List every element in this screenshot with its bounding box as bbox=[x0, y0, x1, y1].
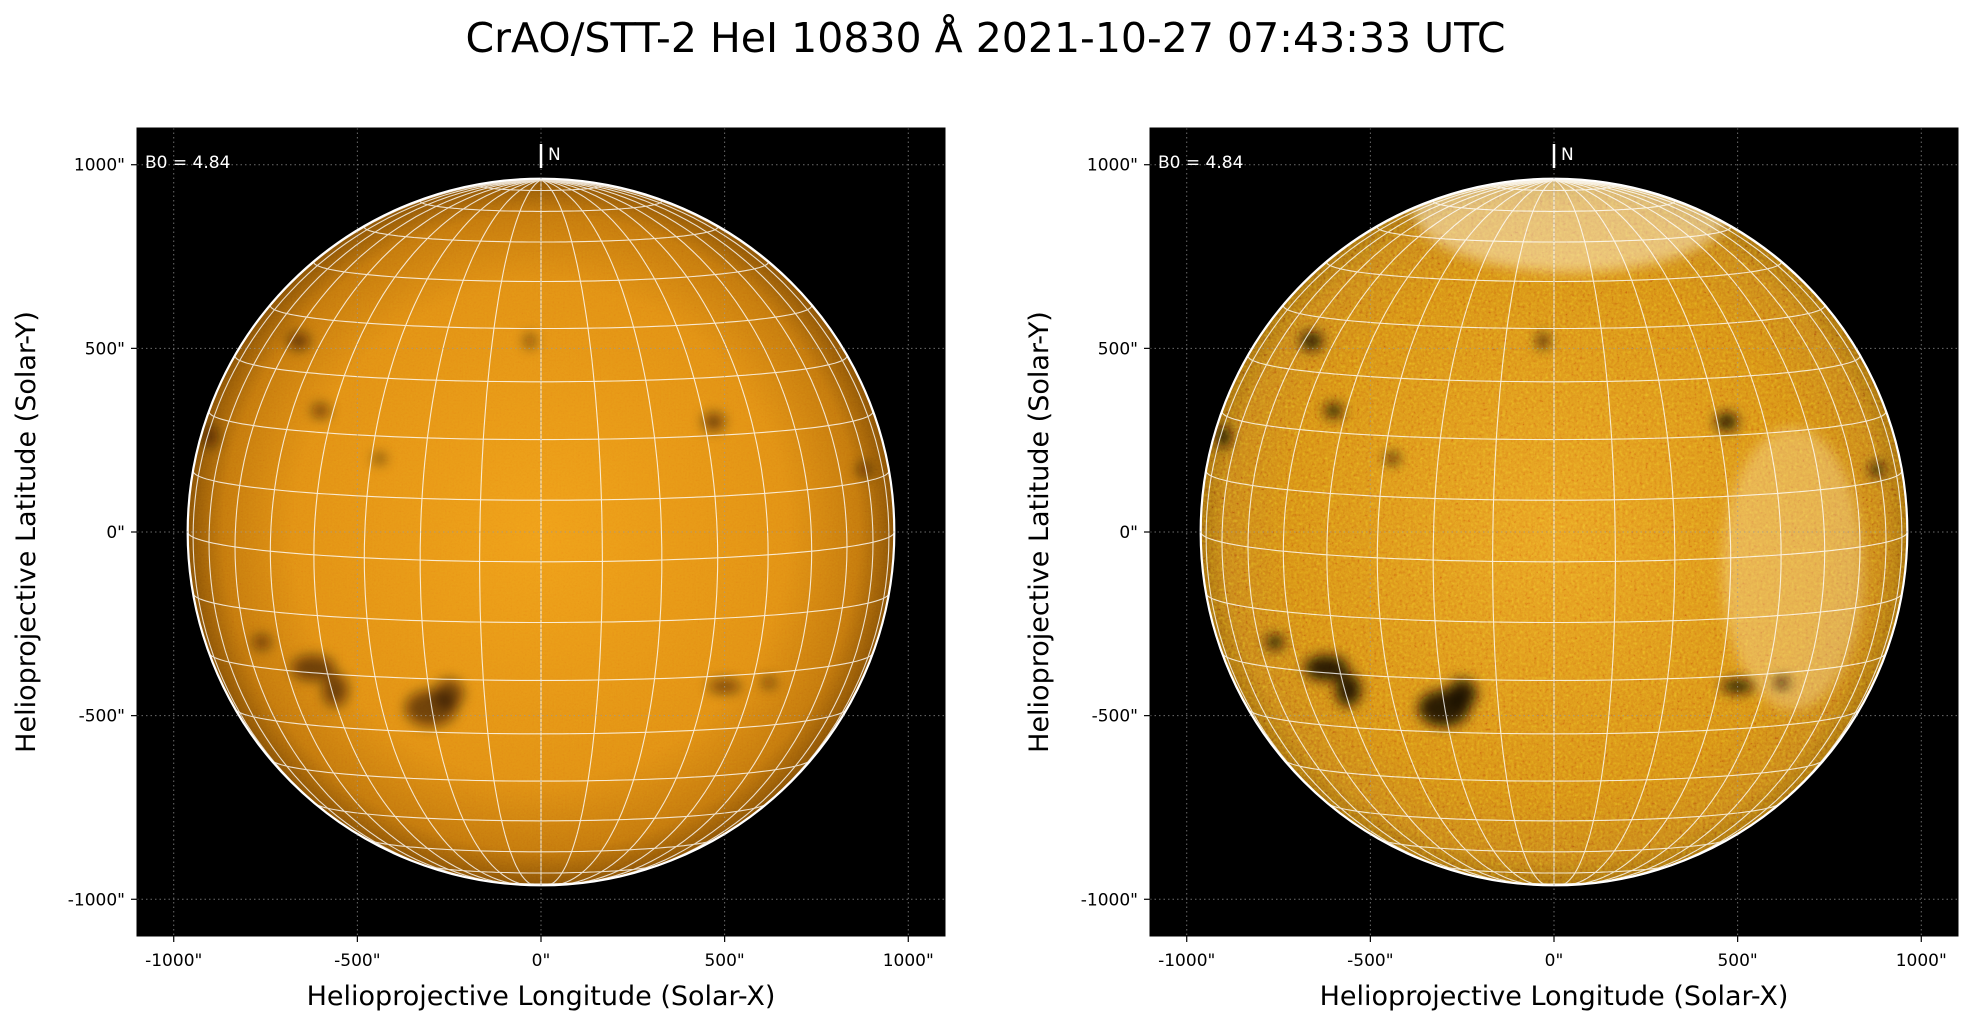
dark-filament bbox=[1324, 403, 1343, 419]
x-tick-label: 0" bbox=[1545, 951, 1564, 971]
y-tick-label: -500" bbox=[1092, 707, 1138, 727]
longitude-line bbox=[540, 179, 769, 885]
longitude-line bbox=[363, 179, 542, 886]
x-tick-label: -1000" bbox=[1158, 951, 1215, 971]
longitude-line bbox=[1326, 179, 1555, 885]
longitude-line bbox=[1221, 179, 1555, 877]
dark-filament bbox=[1869, 462, 1885, 477]
longitude-line bbox=[1492, 179, 1555, 886]
longitude-line bbox=[540, 179, 719, 886]
dark-filament bbox=[702, 412, 725, 431]
north-label: N bbox=[548, 145, 561, 165]
dark-filament bbox=[1335, 673, 1362, 707]
y-tick-label: 1000" bbox=[74, 156, 125, 176]
bright-limb-region bbox=[1722, 427, 1864, 711]
longitude-line bbox=[419, 179, 542, 886]
x-tick-label: 0" bbox=[532, 951, 551, 971]
dark-filament bbox=[1447, 678, 1477, 709]
figure-title: CrAO/STT-2 HeI 10830 Å 2021-10-27 07:43:… bbox=[465, 14, 1506, 62]
dark-filament bbox=[434, 678, 464, 709]
longitude-line bbox=[540, 179, 848, 882]
longitude-line bbox=[1553, 179, 1676, 886]
dark-filament bbox=[1216, 425, 1231, 448]
longitude-line bbox=[1205, 179, 1555, 852]
dark-filament bbox=[311, 403, 330, 419]
x-axis-label: Helioprojective Longitude (Solar-X) bbox=[1320, 981, 1789, 1012]
y-tick-label: 0" bbox=[1119, 523, 1138, 543]
heliographic-grid bbox=[1200, 179, 1908, 886]
longitude-line bbox=[1553, 179, 1616, 886]
dark-filament bbox=[1300, 331, 1323, 351]
longitude-line bbox=[540, 179, 890, 852]
dark-filament bbox=[1265, 634, 1285, 650]
longitude-line bbox=[1553, 179, 1903, 852]
longitude-line bbox=[540, 179, 874, 877]
longitude-line bbox=[1282, 179, 1555, 884]
longitude-line bbox=[208, 179, 542, 877]
longitude-line bbox=[540, 179, 663, 886]
y-tick-label: 500" bbox=[85, 339, 125, 359]
dark-filament bbox=[252, 634, 272, 650]
longitude-line bbox=[540, 179, 603, 886]
b0-annotation: B0 = 4.84 bbox=[145, 153, 230, 173]
dark-filament bbox=[524, 333, 536, 349]
longitude-line bbox=[1376, 179, 1555, 886]
dark-filament bbox=[1715, 412, 1738, 431]
panel-right: N B0 = 4.84 -1000" 1000" -500" 500" 0" 0" 500" -5… bbox=[1024, 127, 1959, 1012]
longitude-line bbox=[540, 179, 813, 884]
y-tick-label: -500" bbox=[79, 707, 125, 727]
longitude-line bbox=[1553, 179, 1782, 885]
x-tick-label: 1000" bbox=[883, 951, 934, 971]
tick-labels: -1000" 1000" -500" 500" 0" 0" 500" -500" 1000" -1… bbox=[68, 156, 934, 971]
x-tick-label: 500" bbox=[704, 951, 744, 971]
dark-filament bbox=[1537, 333, 1549, 349]
dark-filament bbox=[287, 331, 310, 351]
x-tick-label: -500" bbox=[1347, 951, 1393, 971]
x-tick-label: 1000" bbox=[1896, 951, 1947, 971]
tick-labels: -1000" 1000" -500" 500" 0" 0" 500" -500" 1000" -1… bbox=[1081, 156, 1947, 971]
longitude-line bbox=[479, 179, 542, 886]
dark-filament bbox=[322, 673, 349, 707]
y-tick-label: 0" bbox=[106, 523, 125, 543]
y-tick-label: 500" bbox=[1098, 339, 1138, 359]
longitude-line bbox=[1553, 179, 1887, 877]
heliographic-grid bbox=[187, 179, 895, 886]
dark-filament bbox=[203, 425, 218, 448]
b0-annotation: B0 = 4.84 bbox=[1158, 153, 1243, 173]
dark-filament bbox=[1774, 677, 1790, 689]
longitude-line bbox=[269, 179, 542, 884]
longitude-line bbox=[313, 179, 542, 885]
dark-filament bbox=[856, 462, 872, 477]
panel-left: N B0 = 4.84 -1000" 1000" -500" 500" 0" 0" 500" -5… bbox=[11, 127, 946, 1012]
x-tick-label: -500" bbox=[334, 951, 380, 971]
longitude-line bbox=[234, 179, 542, 882]
longitude-line bbox=[1553, 179, 1732, 886]
y-tick-label: 1000" bbox=[1087, 156, 1138, 176]
longitude-line bbox=[1553, 179, 1826, 884]
y-axis-label: Helioprojective Latitude (Solar-Y) bbox=[11, 311, 42, 753]
longitude-line bbox=[192, 179, 542, 852]
dark-filament bbox=[372, 453, 387, 464]
longitude-line bbox=[1247, 179, 1555, 882]
solar-disk bbox=[187, 178, 895, 886]
x-axis-label: Helioprojective Longitude (Solar-X) bbox=[307, 981, 776, 1012]
y-tick-label: -1000" bbox=[1081, 890, 1138, 910]
dark-filament bbox=[1385, 453, 1400, 464]
y-tick-label: -1000" bbox=[68, 890, 125, 910]
dark-filament bbox=[761, 677, 777, 689]
north-label: N bbox=[1561, 145, 1574, 165]
longitude-line bbox=[1553, 179, 1861, 882]
longitude-line bbox=[1432, 179, 1555, 886]
dark-features bbox=[1216, 331, 1885, 727]
y-axis-label: Helioprojective Latitude (Solar-Y) bbox=[1024, 311, 1055, 753]
x-tick-label: 500" bbox=[1717, 951, 1757, 971]
x-tick-label: -1000" bbox=[145, 951, 202, 971]
